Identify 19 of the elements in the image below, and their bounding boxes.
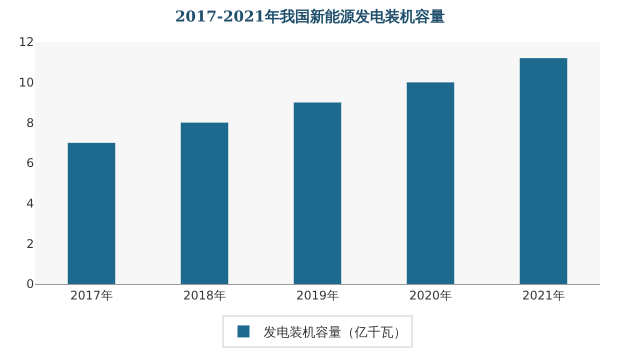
legend-label: 发电装机容量（亿千瓦） (264, 324, 406, 340)
y-tick-label: 4 (26, 196, 34, 211)
bar (520, 58, 568, 284)
y-tick-label: 8 (26, 116, 34, 130)
x-tick-label: 2018年 (183, 288, 226, 302)
chart-title: 2017-2021年我国新能源发电装机容量 (175, 7, 445, 26)
y-tick-label: 0 (26, 277, 34, 292)
x-tick-label: 2021年 (522, 288, 565, 302)
bar (180, 122, 228, 284)
y-tick-label: 6 (26, 156, 34, 170)
y-tick-label: 2 (26, 236, 34, 251)
y-tick-label: 10 (18, 76, 34, 90)
x-tick-label: 2020年 (409, 288, 452, 302)
x-tick-label: 2019年 (296, 288, 339, 302)
x-tick-label: 2017年 (70, 288, 113, 302)
bar (294, 102, 342, 284)
bar (406, 82, 454, 284)
bar (68, 142, 116, 284)
y-tick-label: 12 (18, 35, 34, 50)
